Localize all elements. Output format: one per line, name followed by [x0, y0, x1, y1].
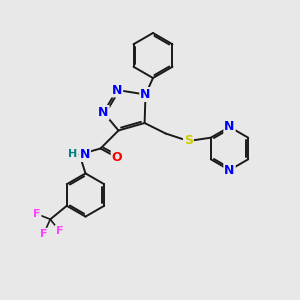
- Text: N: N: [224, 164, 235, 177]
- Text: O: O: [112, 151, 122, 164]
- Text: S: S: [184, 134, 193, 148]
- Text: F: F: [33, 209, 40, 219]
- Text: N: N: [224, 120, 235, 134]
- Text: N: N: [98, 106, 109, 119]
- Text: F: F: [40, 229, 47, 239]
- Text: H: H: [68, 149, 77, 159]
- Text: N: N: [140, 88, 151, 101]
- Text: N: N: [112, 83, 122, 97]
- Text: N: N: [80, 148, 90, 161]
- Text: F: F: [56, 226, 63, 236]
